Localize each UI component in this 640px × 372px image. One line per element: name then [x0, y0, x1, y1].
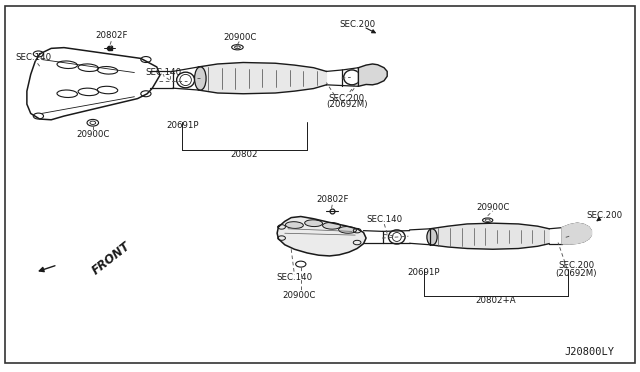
Text: 20802: 20802	[231, 150, 258, 159]
Text: SEC.140: SEC.140	[276, 273, 312, 282]
Ellipse shape	[305, 220, 323, 227]
Text: SEC.140: SEC.140	[366, 215, 402, 224]
Ellipse shape	[285, 222, 303, 228]
Polygon shape	[430, 223, 549, 249]
Text: SEC.200: SEC.200	[587, 211, 623, 219]
Text: 20900C: 20900C	[76, 130, 109, 139]
Text: 20900C: 20900C	[476, 203, 509, 212]
Ellipse shape	[339, 227, 356, 233]
Text: 20900C: 20900C	[223, 33, 257, 42]
Polygon shape	[358, 64, 387, 86]
Text: 20691P: 20691P	[408, 268, 440, 277]
Ellipse shape	[427, 229, 437, 245]
Ellipse shape	[296, 261, 306, 267]
Text: 20802+A: 20802+A	[476, 296, 516, 305]
Text: 20802F: 20802F	[96, 31, 128, 40]
Text: SEC.140: SEC.140	[145, 68, 181, 77]
Ellipse shape	[87, 119, 99, 126]
Text: SEC.200: SEC.200	[558, 262, 594, 270]
Polygon shape	[277, 217, 366, 256]
Text: 20900C: 20900C	[283, 291, 316, 300]
Text: (20692M): (20692M)	[326, 100, 367, 109]
Text: 20802F: 20802F	[317, 195, 349, 203]
Text: FRONT: FRONT	[90, 240, 133, 278]
Text: (20692M): (20692M)	[556, 269, 596, 278]
Ellipse shape	[483, 218, 493, 222]
Polygon shape	[198, 62, 326, 94]
Ellipse shape	[323, 222, 340, 229]
Ellipse shape	[232, 45, 243, 50]
Text: J20800LY: J20800LY	[564, 347, 614, 357]
Polygon shape	[562, 223, 591, 244]
Ellipse shape	[195, 67, 206, 90]
Text: SEC.200: SEC.200	[329, 94, 365, 103]
Text: SEC.200: SEC.200	[339, 20, 375, 29]
Text: SEC.140: SEC.140	[15, 53, 51, 62]
Text: 20691P: 20691P	[166, 121, 198, 130]
